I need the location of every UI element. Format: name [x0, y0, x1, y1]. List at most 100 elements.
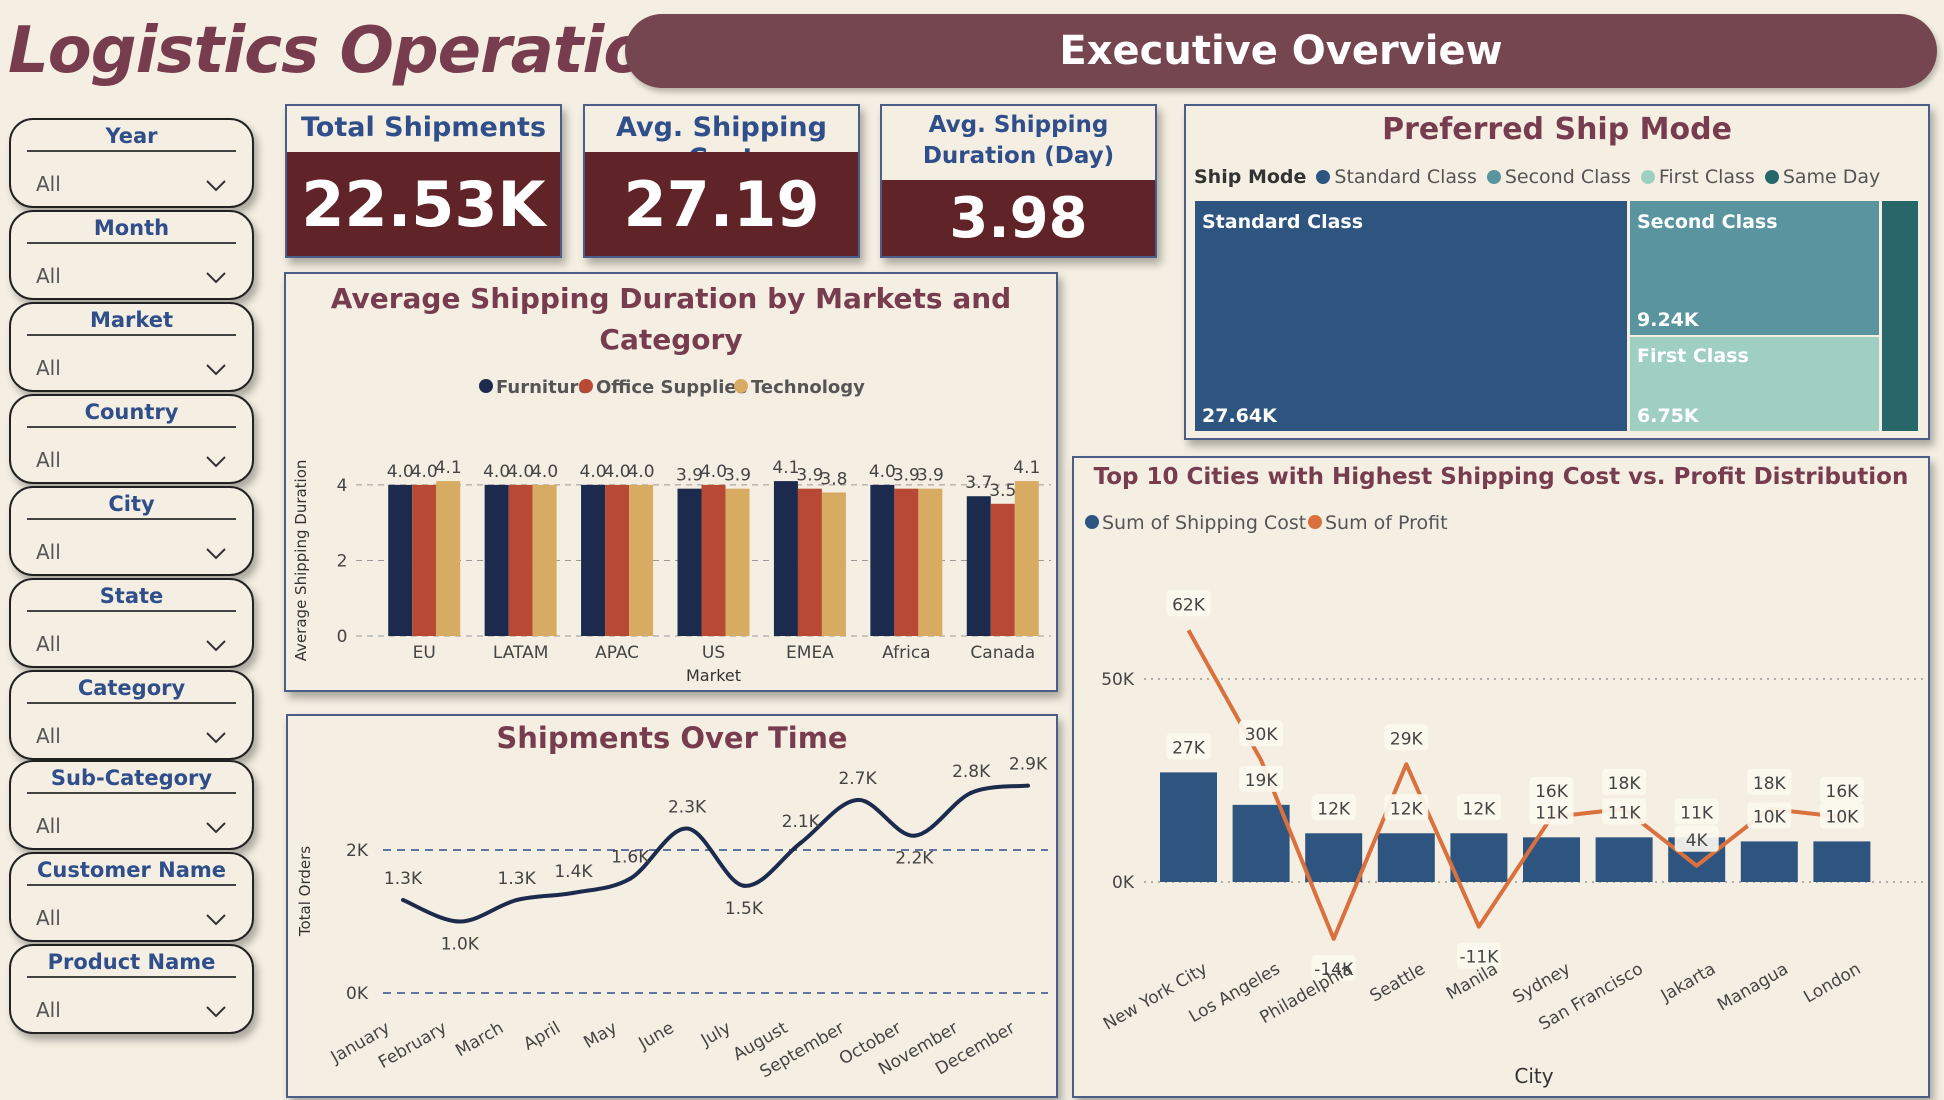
bar [773, 481, 798, 636]
legend-label: Sum of Shipping Cost [1102, 512, 1306, 534]
chevron-down-icon[interactable] [206, 548, 226, 560]
data-label: 2.3K [668, 798, 707, 818]
chevron-down-icon[interactable] [206, 364, 226, 376]
filter-value: All [36, 356, 61, 380]
legend-item[interactable]: Standard Class [1316, 166, 1477, 188]
chevron-down-icon[interactable] [206, 822, 226, 834]
legend-swatch [1640, 170, 1655, 184]
treemap-tile-standard[interactable]: Standard Class 27.64K [1195, 201, 1627, 431]
chevron-down-icon[interactable] [206, 640, 226, 652]
data-label: 10K [1826, 807, 1860, 827]
data-label: 2.1K [782, 812, 821, 832]
filter-market[interactable]: Market All [9, 302, 254, 392]
data-label: 4.0 [628, 462, 655, 482]
legend-label: First Class [1658, 166, 1755, 188]
bar [532, 484, 557, 636]
tile-label: Second Class [1637, 211, 1778, 233]
chart-title-line2: Category [599, 323, 742, 356]
tile-value: 27.64K [1202, 405, 1277, 427]
filter-label: Category [27, 676, 236, 704]
legend-item[interactable]: Same Day [1764, 166, 1880, 188]
data-label-bg [1819, 777, 1864, 804]
treemap-tile-same-day[interactable] [1882, 201, 1918, 431]
filter-state[interactable]: State All [9, 578, 254, 668]
legend-item[interactable]: First Class [1640, 166, 1755, 188]
bar [1014, 481, 1039, 636]
legend-swatch [1764, 170, 1779, 184]
data-label: 1.3K [498, 869, 537, 889]
data-point [912, 833, 917, 838]
legend-swatch [1486, 170, 1501, 184]
filter-value: All [36, 172, 61, 196]
x-tick-label: LATAM [493, 643, 549, 663]
legend-item[interactable]: Second Class [1486, 166, 1631, 188]
data-label-bg [1602, 768, 1647, 795]
data-label-bg [1747, 802, 1792, 829]
chevron-down-icon[interactable] [206, 180, 226, 192]
filter-value: All [36, 906, 61, 930]
chevron-down-icon[interactable] [206, 732, 226, 744]
filter-month[interactable]: Month All [9, 210, 254, 300]
data-label-badge: 10K [1747, 802, 1792, 829]
data-label: 11K [1680, 803, 1714, 823]
cities-chart-panel: Top 10 Cities with Highest Shipping Cost… [1072, 456, 1930, 1098]
filter-category[interactable]: Category All [9, 670, 254, 760]
data-label-bg [1239, 765, 1284, 792]
bar [701, 484, 726, 636]
bar [990, 503, 1015, 636]
chevron-down-icon[interactable] [206, 1006, 226, 1018]
data-label-bg [1239, 720, 1284, 747]
filter-year[interactable]: Year All [9, 118, 254, 208]
duration-chart-panel: Average Shipping Duration by Markets and… [284, 272, 1058, 692]
data-point [628, 876, 633, 881]
x-tick-label: Seattle [1367, 959, 1429, 1006]
data-label-badge: 62K [1166, 590, 1211, 617]
data-label: 3.9 [676, 466, 703, 486]
filter-city[interactable]: City All [9, 486, 254, 576]
data-label-badge: 4K [1674, 825, 1719, 852]
x-tick-label: May [580, 1018, 620, 1053]
filter-sub-category[interactable]: Sub-Category All [9, 760, 254, 850]
data-label: 3.8 [820, 469, 847, 489]
shipments-line-chart: Shipments Over Time 0K 2K Total Orders 1.3K J… [296, 721, 1048, 1082]
x-tick-label: EMEA [786, 643, 834, 663]
filter-country[interactable]: Country All [9, 394, 254, 484]
filter-label: Customer Name [27, 858, 236, 886]
data-label-badge: -11K [1456, 942, 1501, 969]
filter-label: Country [27, 400, 236, 428]
kpi-label: Total Shipments [300, 112, 547, 143]
bar [918, 488, 943, 636]
data-label: 3.9 [796, 466, 823, 486]
data-label: 62K [1172, 595, 1206, 615]
filter-product-name[interactable]: Product Name All [9, 944, 254, 1034]
bar [725, 488, 750, 636]
chevron-down-icon[interactable] [206, 914, 226, 926]
data-point [1026, 783, 1030, 788]
legend-swatch [479, 379, 493, 393]
filter-value: All [36, 632, 61, 656]
data-label: 27K [1172, 738, 1206, 758]
bar [677, 488, 702, 636]
data-point [571, 890, 576, 895]
x-axis-label: City [1514, 1064, 1553, 1088]
data-label: 3.9 [724, 466, 751, 486]
chevron-down-icon[interactable] [206, 272, 226, 284]
data-label-badge: 12K [1456, 794, 1501, 821]
treemap-tile-first[interactable]: First Class 6.75K [1630, 337, 1879, 431]
data-point [457, 919, 462, 924]
x-tick-label: Africa [882, 643, 931, 663]
bar [1305, 833, 1363, 882]
kpi-value: 27.19 [585, 152, 858, 256]
duration-bar-chart: Average Shipping Duration by Markets and… [292, 282, 1051, 685]
y-tick-label: 0K [346, 984, 369, 1004]
bar [1232, 804, 1290, 882]
treemap-tile-second[interactable]: Second Class 9.24K [1630, 201, 1879, 335]
data-label-badge: 12K [1384, 794, 1429, 821]
filter-customer-name[interactable]: Customer Name All [9, 852, 254, 942]
data-label: 18K [1608, 774, 1642, 794]
ship-mode-legend: Ship Mode Standard Class Second Class Fi… [1194, 166, 1880, 188]
data-label-bg [1456, 942, 1501, 969]
chevron-down-icon[interactable] [206, 456, 226, 468]
legend-label: Second Class [1504, 166, 1631, 188]
bar [1160, 772, 1217, 882]
